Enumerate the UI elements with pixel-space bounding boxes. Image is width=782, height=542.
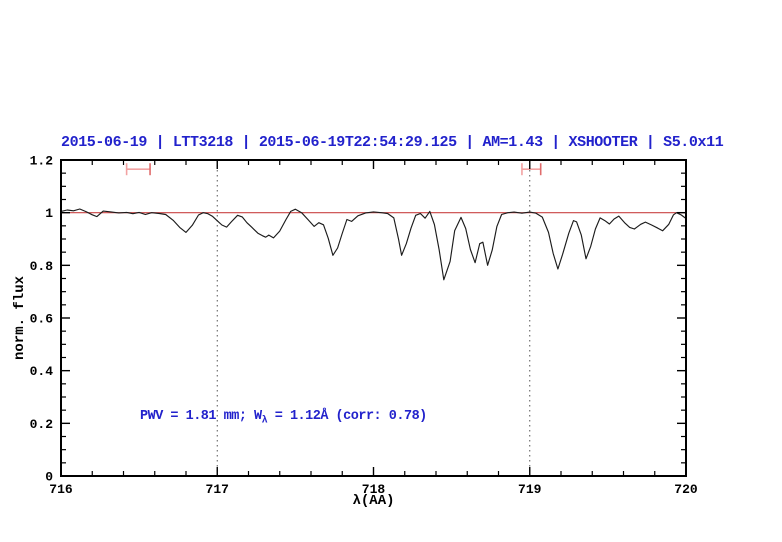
annotation-text-right: = 1.12Å (corr: 0.78) [267, 409, 428, 424]
x-tick-label: 717 [206, 482, 229, 497]
annotation-text-left: PWV = 1.81 mm; W [140, 409, 262, 424]
y-tick-label: 0.4 [30, 364, 54, 379]
y-tick-label: 0.6 [30, 312, 54, 327]
spectrum-line [60, 208, 687, 281]
y-tick-label: 0.8 [30, 259, 54, 274]
x-tick-label: 716 [49, 482, 73, 497]
pwv-annotation: PWV = 1.81 mm; Wλ = 1.12Å (corr: 0.78) [140, 409, 427, 427]
x-axis-label: λ(AA) [352, 493, 395, 509]
x-tick-label: 718 [362, 482, 386, 497]
y-tick-label: 0 [45, 470, 53, 485]
y-tick-label: 1 [45, 206, 53, 221]
y-tick-label: 1.2 [30, 154, 54, 169]
annotation-lambda-subscript: λ [261, 415, 268, 427]
plot-frame [60, 159, 687, 477]
x-tick-label: 720 [674, 482, 698, 497]
y-tick-label: 0.2 [30, 417, 54, 432]
x-tick-label: 719 [518, 482, 542, 497]
plot-title: 2015-06-19 | LTT3218 | 2015-06-19T22:54:… [61, 134, 724, 151]
